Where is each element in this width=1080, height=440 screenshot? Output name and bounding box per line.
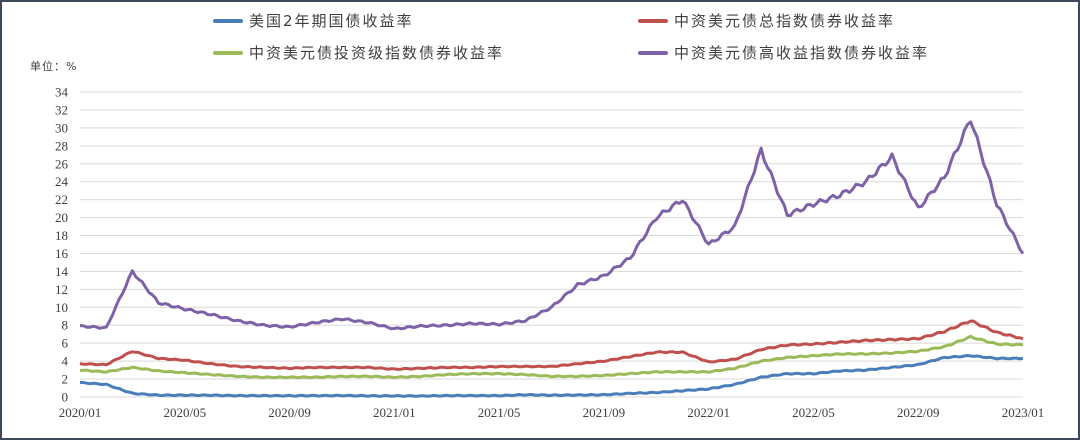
x-tick-label: 2022/05 [792,405,835,420]
legend-item-investment-grade-index: 中资美元债投资级指数债券收益率 [213,42,504,63]
y-tick-label: 20 [55,210,68,225]
x-tick-label: 2022/01 [687,405,730,420]
x-tick-label: 2020/09 [268,405,311,420]
legend-swatch-red-icon [638,18,668,23]
y-tick-label: 30 [55,120,68,135]
gridlines [80,91,1023,398]
y-tick-label: 0 [62,390,69,405]
legend-label: 中资美元债总指数债券收益率 [674,12,896,30]
x-tick-label: 2023/01 [1002,405,1045,420]
y-tick-label: 24 [55,174,69,189]
y-tick-label: 22 [55,192,68,207]
legend-item-total-index: 中资美元债总指数债券收益率 [638,10,895,31]
x-tick-label: 2021/01 [373,405,416,420]
series-line [79,354,1024,398]
y-tick-label: 8 [62,318,69,333]
y-tick-label: 18 [55,228,68,243]
series-line [79,319,1024,371]
y-tick-label: 28 [55,138,68,153]
y-tick-label: 26 [55,156,69,171]
y-tick-label: 2 [62,372,69,387]
y-tick-label: 6 [62,336,69,351]
y-tick-label: 12 [55,282,68,297]
y-tick-label: 32 [55,102,68,117]
legend-label: 中资美元债投资级指数债券收益率 [249,44,505,62]
x-axis: 2020/01 2020/05 2020/09 2021/01 2021/05 2021/… [59,405,1045,420]
y-tick-label: 4 [62,354,69,369]
x-tick-label: 2020/05 [163,405,206,420]
legend-swatch-blue-icon [213,18,243,23]
x-tick-label: 2022/09 [897,405,940,420]
series-lines [79,120,1025,398]
legend-swatch-purple-icon [638,50,668,55]
series-line [79,334,1024,380]
y-tick-label: 16 [55,246,69,261]
legend-label: 美国2年期国债收益率 [249,12,414,30]
series-line [79,120,1025,331]
legend-swatch-green-icon [213,50,243,55]
x-tick-label: 2021/09 [583,405,626,420]
legend-label: 中资美元债高收益指数债券收益率 [674,44,930,62]
y-tick-label: 10 [55,300,68,315]
legend-item-high-yield-index: 中资美元债高收益指数债券收益率 [638,42,929,63]
x-tick-label: 2021/05 [478,405,521,420]
unit-label: 单位：% [30,60,78,73]
legend-item-us-2y-treasury: 美国2年期国债收益率 [213,10,414,31]
y-tick-label: 34 [55,85,69,100]
x-tick-label: 2020/01 [59,405,102,420]
y-tick-label: 14 [55,264,69,279]
